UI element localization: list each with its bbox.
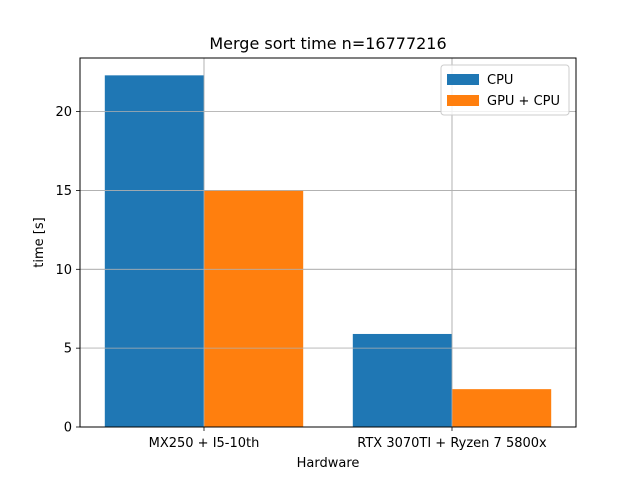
bar-gpu-cpu: [452, 389, 552, 427]
bar-cpu: [352, 333, 452, 427]
y-tick-label: 10: [55, 263, 72, 278]
bar-gpu-cpu: [204, 190, 304, 427]
legend-swatch: [447, 74, 479, 85]
legend-label: GPU + CPU: [487, 94, 560, 109]
plot-frame: [79, 57, 577, 428]
legend: CPU GPU + CPU: [440, 64, 570, 116]
y-tick-label: 5: [64, 342, 72, 357]
y-axis-label: time [s]: [32, 217, 47, 267]
legend-swatch: [447, 95, 479, 106]
x-axis-label: Hardware: [297, 456, 360, 471]
bar-cpu: [104, 75, 204, 427]
chart-title: Merge sort time n=16777216: [209, 34, 446, 53]
y-tick-label: 15: [55, 184, 72, 199]
x-tick-label: RTX 3070TI + Ryzen 7 5800x: [357, 436, 547, 451]
y-tick-label: 0: [64, 421, 72, 436]
legend-label: CPU: [487, 73, 513, 88]
y-tick-label: 20: [55, 105, 72, 120]
bars: [104, 75, 552, 427]
axis-ticks: 0 5 10 15 20 MX250 + I5-10th RTX 3070TI + Ryze…: [55, 105, 547, 451]
x-tick-label: MX250 + I5-10th: [149, 436, 260, 451]
